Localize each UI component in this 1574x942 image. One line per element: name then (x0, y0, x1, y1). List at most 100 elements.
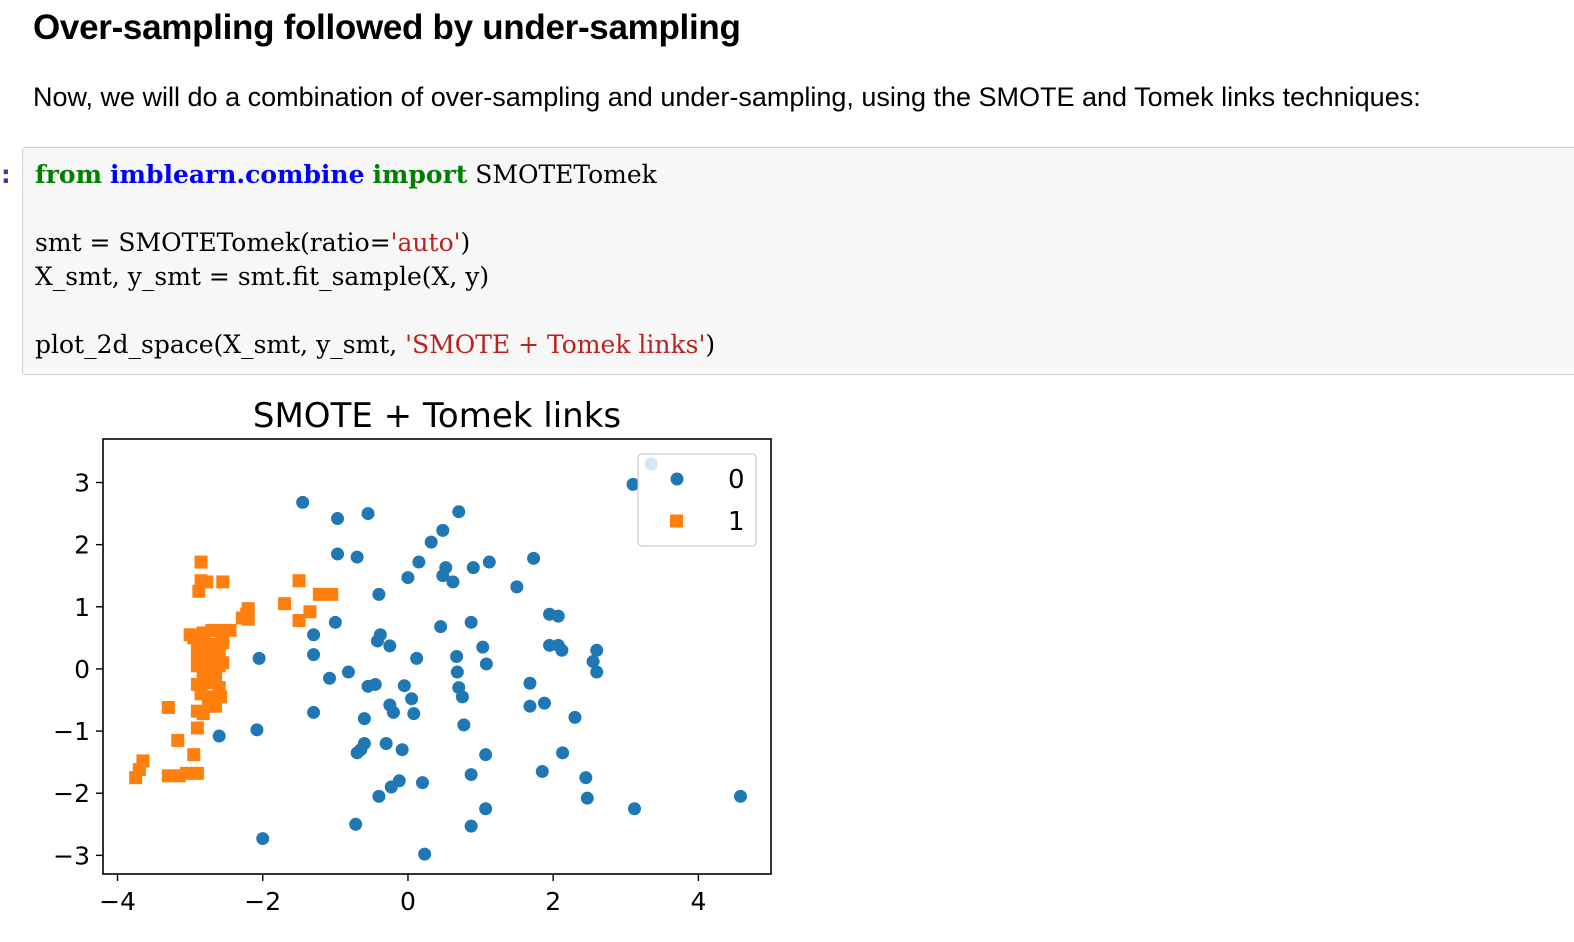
class-0-point (328, 615, 342, 629)
code-line-fit: X_smt, y_smt = smt.fit_sample(X, y) (35, 262, 489, 291)
keyword-import: import (372, 160, 468, 189)
class-0-point (256, 832, 270, 846)
class-0-point (568, 710, 582, 724)
class-0-point (446, 575, 460, 589)
section-heading: Over-sampling followed by under-sampling (33, 8, 741, 47)
class-0-point (527, 551, 541, 565)
class-0-point (523, 699, 537, 713)
class-0-point (307, 648, 321, 662)
class-1-point (161, 700, 175, 714)
class-1-point (216, 575, 230, 589)
code-line-plot: plot_2d_space(X_smt, y_smt, 'SMOTE + Tom… (35, 330, 715, 359)
class-0-point (523, 676, 537, 690)
code-cell[interactable]: from imblearn.combine import SMOTETomek … (22, 147, 1574, 375)
class-0-point (434, 620, 448, 634)
code-text: plot_2d_space(X_smt, y_smt, (35, 330, 406, 359)
class-0-point (535, 764, 549, 778)
imported-name: SMOTETomek (475, 160, 657, 189)
cell-prompt: : (0, 160, 14, 190)
y-tick-label: −1 (53, 717, 90, 746)
class-0-point (479, 802, 493, 816)
x-tick-label: 4 (690, 887, 706, 916)
class-1-point (205, 623, 219, 637)
class-1-point (292, 613, 306, 627)
class-0-point (405, 692, 419, 706)
class-0-point (331, 512, 345, 526)
class-0-point (372, 789, 386, 803)
class-0-point (415, 776, 429, 790)
class-0-point (510, 580, 524, 594)
class-1-point (216, 656, 230, 670)
class-1-point (161, 769, 175, 783)
class-0-point (452, 505, 466, 519)
class-0-point (323, 671, 337, 685)
class-0-point (436, 523, 450, 537)
class-0-point (455, 690, 469, 704)
chart-title: SMOTE + Tomek links (253, 396, 621, 436)
class-1-point (241, 612, 255, 626)
class-1-point (171, 733, 185, 747)
class-0-point (357, 712, 371, 726)
class-0-point (410, 651, 424, 665)
class-1-point (194, 555, 208, 569)
intro-paragraph: Now, we will do a combination of over-sa… (33, 82, 1421, 112)
y-tick-label: 1 (74, 593, 90, 622)
class-0-point (476, 640, 490, 654)
code-text: smt = SMOTETomek(ratio= (35, 228, 391, 257)
class-1-point (192, 584, 206, 598)
code-text: ) (705, 330, 716, 359)
x-tick-label: −2 (244, 887, 281, 916)
code-line-import: from imblearn.combine import SMOTETomek (35, 160, 657, 189)
y-tick-label: −3 (53, 841, 90, 870)
class-1-point (223, 623, 237, 637)
class-0-point (386, 705, 400, 719)
class-0-point (482, 555, 496, 569)
class-1-point (190, 766, 204, 780)
keyword-from: from (35, 160, 103, 189)
class-0-point (590, 643, 604, 657)
class-0-point (734, 789, 748, 803)
class-0-point (252, 651, 266, 665)
class-1-point (325, 587, 339, 601)
class-0-point (370, 634, 384, 648)
class-0-point (590, 665, 604, 679)
class-0-point (397, 679, 411, 693)
class-0-point (384, 780, 398, 794)
code-string: 'SMOTE + Tomek links' (405, 330, 706, 359)
y-tick-label: 2 (74, 531, 90, 560)
class-1-point (190, 721, 204, 735)
class-0-point (407, 707, 421, 721)
class-0-point (331, 547, 345, 561)
class-0-point (464, 768, 478, 782)
legend-label: 0 (728, 465, 745, 495)
class-0-point (383, 639, 397, 653)
x-tick-label: 2 (545, 887, 561, 916)
class-0-point (457, 718, 471, 732)
class-0-point (307, 705, 321, 719)
class-0-point (341, 665, 355, 679)
code-line-smt: smt = SMOTETomek(ratio='auto') (35, 228, 470, 257)
class-0-point (395, 743, 409, 757)
class-1-point (312, 587, 326, 601)
code-string: 'auto' (390, 228, 461, 257)
class-1-point (187, 748, 201, 762)
class-0-point (479, 748, 493, 762)
class-1-point (209, 699, 223, 713)
class-1-point (183, 628, 197, 642)
class-0-point (350, 550, 364, 564)
class-0-point (555, 643, 569, 657)
legend-box (637, 453, 757, 547)
class-0-point (250, 723, 264, 737)
class-1-point (201, 676, 215, 690)
class-1-point (196, 707, 210, 721)
code-text: ) (460, 228, 471, 257)
scatter-plot: SMOTE + Tomek links −4 −2 0 2 4 −3 −2 −1 0 1 2 3 0 1 (53, 396, 772, 916)
class-1-point (278, 597, 292, 611)
y-tick-label: 0 (74, 655, 90, 684)
class-0-point (464, 819, 478, 833)
y-tick-label: −2 (53, 779, 90, 808)
module-name: imblearn.combine (110, 160, 365, 189)
class-0-point (586, 654, 600, 668)
x-tick-label: 0 (400, 887, 416, 916)
class-0-point (479, 657, 493, 671)
